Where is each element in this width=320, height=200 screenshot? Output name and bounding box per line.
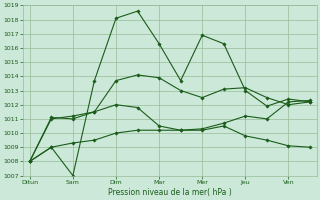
X-axis label: Pression niveau de la mer( hPa ): Pression niveau de la mer( hPa ): [108, 188, 232, 197]
